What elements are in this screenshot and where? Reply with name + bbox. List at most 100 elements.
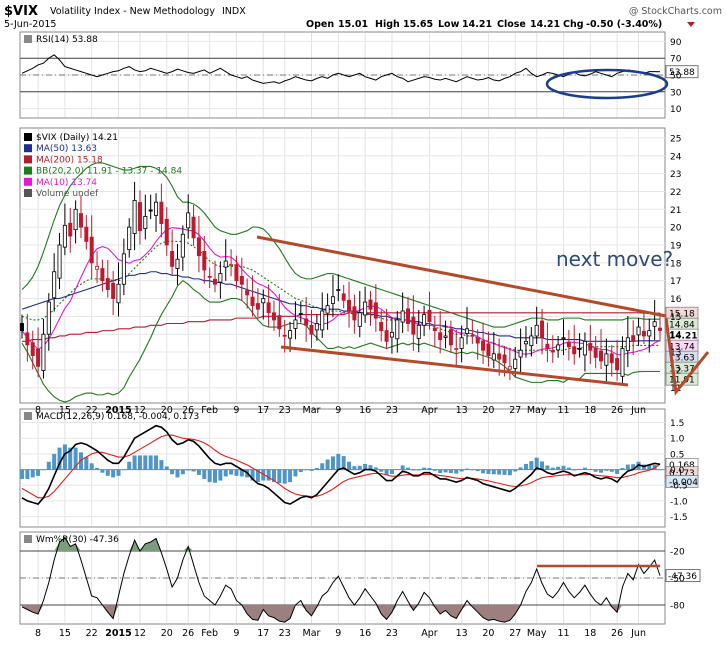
x-tick-label: 22 [86, 628, 98, 639]
candle-body [491, 353, 496, 361]
macd-histogram-bar [218, 469, 223, 481]
x-tick-label: 23 [279, 405, 291, 416]
macd-histogram-bar [481, 469, 486, 474]
candle-body [159, 201, 164, 224]
macd-histogram-bar [250, 469, 255, 481]
macd-histogram-bar [432, 469, 437, 471]
candle-body [454, 348, 459, 350]
x-tick-label: 8 [35, 628, 41, 639]
candle-body [352, 306, 357, 321]
candle-body [68, 222, 73, 237]
candle-body [25, 332, 30, 346]
macd-histogram-bar [330, 456, 335, 470]
candle-body [207, 275, 212, 278]
macd-histogram-bar [352, 466, 357, 470]
symbol-name: Volatility Index - New Methodology [50, 6, 215, 17]
macd-histogram-bar [647, 464, 652, 470]
candle-body [234, 264, 239, 282]
candle-body [566, 341, 571, 348]
candle-body [180, 233, 185, 258]
bb-lower-line [21, 279, 660, 403]
macd-histogram-bar [293, 469, 298, 477]
candle-body [357, 312, 362, 327]
macd-tag-label: 0.173 [669, 469, 695, 479]
macd-histogram-bar [523, 463, 528, 470]
macd-histogram-bar [534, 457, 539, 470]
candle-body [422, 314, 427, 326]
candle-body [636, 326, 641, 336]
candle-body [588, 343, 593, 351]
macd-histogram-bar [561, 465, 566, 470]
candle-body [41, 333, 46, 371]
candle-body [368, 299, 373, 310]
macd-histogram-bar [395, 469, 400, 470]
macd-histogram-bar [304, 469, 309, 471]
macd-histogram-bar [266, 469, 271, 481]
macd-histogram-bar [464, 468, 469, 470]
candle-body [105, 278, 110, 290]
macd-histogram-bar [652, 464, 657, 470]
macd-histogram-bar [36, 469, 41, 476]
rsi-highlight-ellipse [545, 68, 669, 100]
price-tag-label: 14.21 [669, 332, 697, 342]
candle-body [641, 330, 646, 337]
candle-body [411, 316, 416, 335]
x-tick-label: 17 [257, 628, 269, 639]
x-tick-label: 9 [233, 628, 239, 639]
macd-histogram-bar [213, 469, 218, 483]
price-legend-swatch [24, 177, 32, 186]
macd-histogram-bar [411, 469, 416, 471]
chart-date: 5-Jun-2015 [4, 19, 56, 30]
macd-histogram-bar [143, 455, 148, 470]
x-tick-label: Apr [421, 628, 438, 639]
price-y-tick: 25 [670, 134, 681, 144]
macd-histogram-bar [556, 466, 561, 470]
price-y-tick: 12 [670, 366, 681, 376]
candle-body [111, 282, 116, 299]
macd-histogram-bar [111, 469, 116, 478]
macd-histogram-bar [68, 447, 73, 470]
candle-body [314, 323, 319, 331]
macd-histogram-bar [588, 469, 593, 470]
macd-histogram-bar [196, 469, 201, 475]
macd-histogram-bar [518, 467, 523, 470]
macd-histogram-bar [186, 469, 191, 471]
price-tag-label: 15.18 [669, 310, 695, 320]
macd-histogram-bar [658, 469, 662, 471]
candle-body [545, 343, 550, 349]
candle-body [593, 347, 598, 358]
candle-body [57, 244, 62, 279]
willr-y-tick: -20 [670, 548, 685, 558]
macd-histogram-bar [373, 467, 378, 470]
macd-histogram-bar [41, 469, 46, 471]
price-legend-swatch [24, 166, 32, 175]
open-label: Open [306, 19, 334, 30]
price-y-tick: 16 [670, 295, 682, 305]
macd-histogram-bar [593, 469, 598, 472]
symbol-exchange: INDX [222, 6, 246, 17]
macd-histogram-bar [443, 469, 448, 473]
rsi-last-tag [665, 65, 699, 79]
candle-body [577, 348, 582, 350]
candle-body [154, 201, 159, 216]
price-panel [19, 127, 666, 404]
price-y-tick: 18 [670, 259, 682, 269]
candle-body [282, 334, 287, 337]
x-tick-label: 23 [386, 628, 398, 639]
candle-body [363, 301, 368, 316]
x-tick-label: 13 [456, 628, 468, 639]
macd-histogram-bar [105, 469, 110, 476]
macd-y-tick: 1.5 [670, 419, 684, 429]
candle-body [464, 328, 469, 334]
x-tick-label: May [527, 405, 547, 416]
next-move-arrow [664, 317, 710, 396]
macd-histogram-bar [127, 461, 132, 470]
macd-histogram-bar [427, 468, 432, 470]
macd-tag [665, 475, 699, 488]
x-tick-label: May [527, 628, 547, 639]
upper-trendline [256, 235, 667, 318]
high-label: High [375, 19, 400, 30]
candle-body [438, 332, 443, 340]
macd-y-tick: 0.0 [670, 466, 685, 476]
macd-histogram-bar [164, 466, 169, 470]
